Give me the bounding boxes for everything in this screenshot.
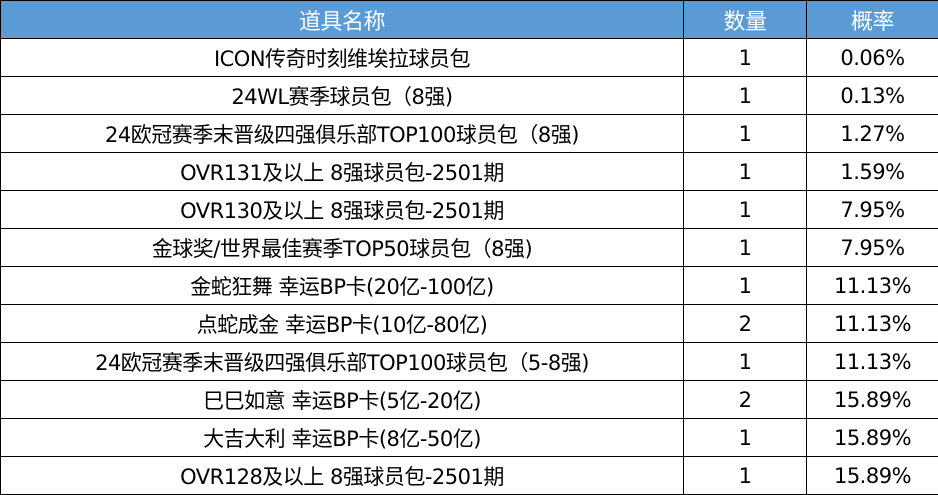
- quantity-cell: 2: [683, 304, 807, 343]
- header-probability: 概率: [806, 0, 938, 39]
- item-name-cell: 金蛇狂舞 幸运BP卡(20亿-100亿): [0, 266, 684, 305]
- probability-cell: 0.06%: [806, 38, 938, 77]
- probability-cell: 1.27%: [806, 114, 938, 153]
- probability-cell: 15.89%: [806, 418, 938, 457]
- item-name-cell: 点蛇成金 幸运BP卡(10亿-80亿): [0, 304, 684, 343]
- item-name-cell: 24WL赛季球员包（8强): [0, 76, 684, 115]
- item-name-cell: OVR128及以上 8强球员包-2501期: [0, 456, 684, 495]
- table-row: 24欧冠赛季末晋级四强俱乐部TOP100球员包（5-8强) 1 11.13%: [0, 342, 938, 381]
- item-name-cell: 金球奖/世界最佳赛季TOP50球员包（8强): [0, 228, 684, 267]
- quantity-cell: 1: [683, 418, 807, 457]
- quantity-cell: 1: [683, 342, 807, 381]
- probability-cell: 11.13%: [806, 342, 938, 381]
- header-quantity: 数量: [683, 0, 807, 39]
- probability-cell: 15.89%: [806, 456, 938, 495]
- probability-cell: 15.89%: [806, 380, 938, 419]
- item-name-cell: OVR131及以上 8强球员包-2501期: [0, 152, 684, 191]
- table-row: ICON传奇时刻维埃拉球员包 1 0.06%: [0, 38, 938, 77]
- probability-cell: 1.59%: [806, 152, 938, 191]
- header-item-name: 道具名称: [0, 0, 684, 39]
- item-name-cell: 24欧冠赛季末晋级四强俱乐部TOP100球员包（8强): [0, 114, 684, 153]
- table-row: 24欧冠赛季末晋级四强俱乐部TOP100球员包（8强) 1 1.27%: [0, 114, 938, 153]
- probability-cell: 11.13%: [806, 266, 938, 305]
- table-row: 金球奖/世界最佳赛季TOP50球员包（8强) 1 7.95%: [0, 228, 938, 267]
- quantity-cell: 1: [683, 228, 807, 267]
- table-row: 大吉大利 幸运BP卡(8亿-50亿) 1 15.89%: [0, 418, 938, 457]
- probability-cell: 0.13%: [806, 76, 938, 115]
- item-name-cell: OVR130及以上 8强球员包-2501期: [0, 190, 684, 229]
- item-name-cell: 大吉大利 幸运BP卡(8亿-50亿): [0, 418, 684, 457]
- header-row: 道具名称 数量 概率: [0, 0, 938, 39]
- probability-cell: 11.13%: [806, 304, 938, 343]
- quantity-cell: 1: [683, 152, 807, 191]
- quantity-cell: 1: [683, 76, 807, 115]
- quantity-cell: 1: [683, 38, 807, 77]
- probability-cell: 7.95%: [806, 228, 938, 267]
- probability-cell: 7.95%: [806, 190, 938, 229]
- quantity-cell: 1: [683, 114, 807, 153]
- quantity-cell: 1: [683, 266, 807, 305]
- item-name-cell: 24欧冠赛季末晋级四强俱乐部TOP100球员包（5-8强): [0, 342, 684, 381]
- quantity-cell: 1: [683, 456, 807, 495]
- table-row: 巳巳如意 幸运BP卡(5亿-20亿) 2 15.89%: [0, 380, 938, 419]
- item-name-cell: 巳巳如意 幸运BP卡(5亿-20亿): [0, 380, 684, 419]
- table-row: 点蛇成金 幸运BP卡(10亿-80亿) 2 11.13%: [0, 304, 938, 343]
- table-row: 24WL赛季球员包（8强) 1 0.13%: [0, 76, 938, 115]
- table-row: OVR130及以上 8强球员包-2501期 1 7.95%: [0, 190, 938, 229]
- table-row: OVR128及以上 8强球员包-2501期 1 15.89%: [0, 456, 938, 495]
- quantity-cell: 2: [683, 380, 807, 419]
- table-row: 金蛇狂舞 幸运BP卡(20亿-100亿) 1 11.13%: [0, 266, 938, 305]
- item-name-cell: ICON传奇时刻维埃拉球员包: [0, 38, 684, 77]
- table-row: OVR131及以上 8强球员包-2501期 1 1.59%: [0, 152, 938, 191]
- quantity-cell: 1: [683, 190, 807, 229]
